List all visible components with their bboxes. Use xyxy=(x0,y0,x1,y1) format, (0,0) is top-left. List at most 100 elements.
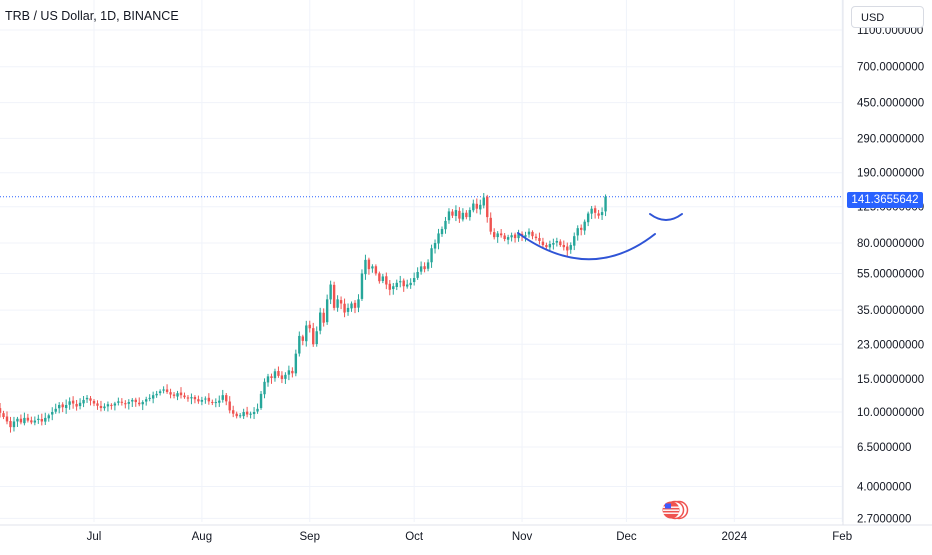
candle-body xyxy=(232,410,235,414)
x-tick-label: Oct xyxy=(405,531,424,543)
candle-body xyxy=(245,411,249,415)
candle-body xyxy=(162,389,165,391)
candle-body xyxy=(23,417,26,424)
candle-body xyxy=(165,389,169,392)
candle-body xyxy=(600,212,604,216)
candle-body xyxy=(259,393,263,409)
candle-body xyxy=(249,413,252,415)
rounded-bottom-curve xyxy=(517,232,656,261)
x-tick-label: 2024 xyxy=(722,531,748,543)
y-tick-label: 450.0000000 xyxy=(857,98,924,110)
candle-body xyxy=(325,299,329,323)
candle-body xyxy=(510,235,513,238)
candle-body xyxy=(604,196,607,212)
candle-body xyxy=(158,391,162,394)
candle-body xyxy=(145,399,148,402)
candle-body xyxy=(489,217,492,232)
us-flag-event-icon[interactable] xyxy=(661,500,689,520)
candle-body xyxy=(235,413,238,417)
currency-button[interactable]: USD xyxy=(851,6,924,28)
candle-body xyxy=(19,418,23,423)
candle-body xyxy=(392,286,395,290)
candle-body xyxy=(569,245,572,250)
candle-body xyxy=(329,284,332,300)
candle-body xyxy=(399,281,402,283)
candle-body xyxy=(273,371,277,379)
candle-body xyxy=(238,415,242,417)
candle-body xyxy=(228,401,231,411)
candle-body xyxy=(555,240,559,243)
candle-body xyxy=(242,412,245,417)
price-axis[interactable]: 1100.000000700.0000000450.0000000290.000… xyxy=(857,25,924,525)
time-axis[interactable]: Jul Aug Sep Oct Nov Dec 2024 Feb xyxy=(87,531,852,543)
y-tick-label: 10.00000000 xyxy=(857,407,924,419)
candle-body xyxy=(437,233,440,244)
candle-body xyxy=(172,394,176,396)
x-tick-label: Dec xyxy=(616,531,637,543)
candle-body xyxy=(548,244,552,248)
candle-body xyxy=(134,399,137,403)
candle-body xyxy=(113,403,117,406)
candle-body xyxy=(155,393,158,396)
candle-body xyxy=(9,421,12,428)
candle-body xyxy=(465,212,468,218)
candle-body xyxy=(179,392,183,396)
candle-body xyxy=(214,402,217,404)
candle-body xyxy=(124,403,127,405)
candle-body xyxy=(64,404,68,409)
candle-body xyxy=(430,248,433,263)
candle-body xyxy=(280,375,284,380)
candle-body xyxy=(538,238,541,241)
candle-body xyxy=(534,236,538,239)
candle-body xyxy=(385,276,388,285)
candle-body xyxy=(71,400,75,404)
candle-body xyxy=(454,210,458,217)
candle-body xyxy=(33,420,37,423)
candle-body xyxy=(447,211,451,221)
candle-body xyxy=(339,300,343,304)
candle-body xyxy=(493,232,496,238)
candle-body xyxy=(531,231,534,237)
candle-body xyxy=(583,221,586,231)
candle-body xyxy=(291,370,294,374)
x-tick-label: Jul xyxy=(87,531,102,543)
candle-body xyxy=(225,395,228,402)
candle-body xyxy=(513,234,517,239)
candle-body xyxy=(433,243,437,249)
annotations xyxy=(517,213,683,261)
candle-body xyxy=(30,420,33,423)
candle-body xyxy=(294,353,298,374)
candle-body xyxy=(367,259,371,270)
candle-body xyxy=(388,283,391,290)
cup-curve xyxy=(649,213,683,221)
candle-body xyxy=(12,421,16,428)
candle-body xyxy=(106,404,110,407)
candle-body xyxy=(552,243,555,245)
y-tick-label: 6.5000000 xyxy=(857,442,911,454)
candle-body xyxy=(131,399,134,402)
candle-body xyxy=(110,404,113,406)
x-tick-label: Feb xyxy=(832,531,852,543)
candle-body xyxy=(37,418,40,420)
candle-body xyxy=(99,405,103,409)
candle-body xyxy=(378,273,381,282)
candle-body xyxy=(75,403,78,407)
candle-body xyxy=(78,402,82,407)
candle-body xyxy=(395,282,398,287)
candle-body xyxy=(451,211,454,216)
candle-body xyxy=(190,397,193,399)
candle-body xyxy=(263,381,266,395)
candle-body xyxy=(96,403,99,406)
candle-body xyxy=(597,213,600,216)
candle-body xyxy=(381,276,385,281)
y-tick-label: 290.0000000 xyxy=(857,133,924,145)
candle-body xyxy=(148,397,151,399)
candle-body xyxy=(416,271,419,278)
candle-body xyxy=(444,220,447,230)
candle-body xyxy=(357,299,360,308)
y-tick-label: 35.00000000 xyxy=(857,305,924,317)
candle-body xyxy=(284,374,287,379)
candle-body xyxy=(256,408,259,412)
